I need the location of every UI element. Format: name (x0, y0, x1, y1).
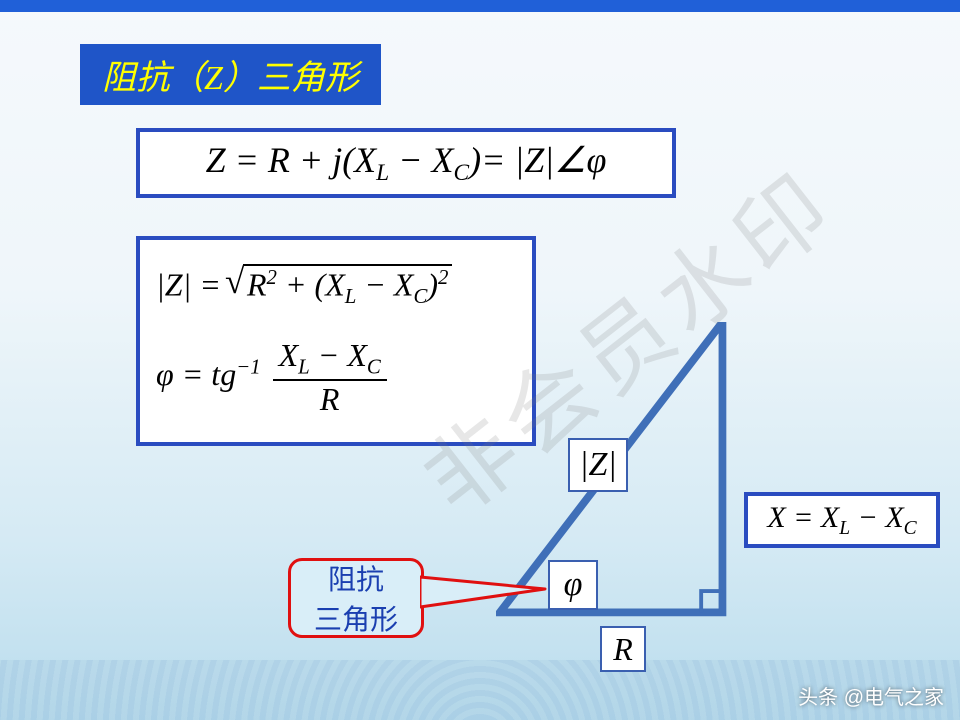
triangle-label-base: R (600, 626, 646, 672)
callout-line2: 三角形 (314, 598, 398, 638)
page-title: 阻抗（Z）三角形 (80, 44, 381, 105)
formula-magnitude-phase: |Z| = R2 + (XL − XC)2 φ = tg−1 XL − XC R (136, 236, 536, 446)
callout-impedance-triangle: 阻抗 三角形 (288, 558, 424, 638)
formula-reactance: X = XL − XC (744, 492, 940, 548)
callout-pointer-icon (420, 567, 550, 617)
equation-magnitude: |Z| = R2 + (XL − XC)2 (156, 264, 452, 309)
callout-line1: 阻抗 (328, 558, 384, 598)
triangle-label-hypotenuse: |Z| (568, 438, 628, 492)
formula-impedance-rect-polar: Z = R + j(XL − XC)= |Z|∠φ (136, 128, 676, 198)
triangle-label-angle: φ (548, 560, 598, 610)
equation-text: Z = R + j(XL − XC)= |Z|∠φ (206, 139, 607, 187)
credit-text: 头条 @电气之家 (798, 681, 944, 710)
equation-text: X = XL − XC (767, 501, 916, 540)
equation-phase: φ = tg−1 XL − XC R (156, 337, 391, 418)
